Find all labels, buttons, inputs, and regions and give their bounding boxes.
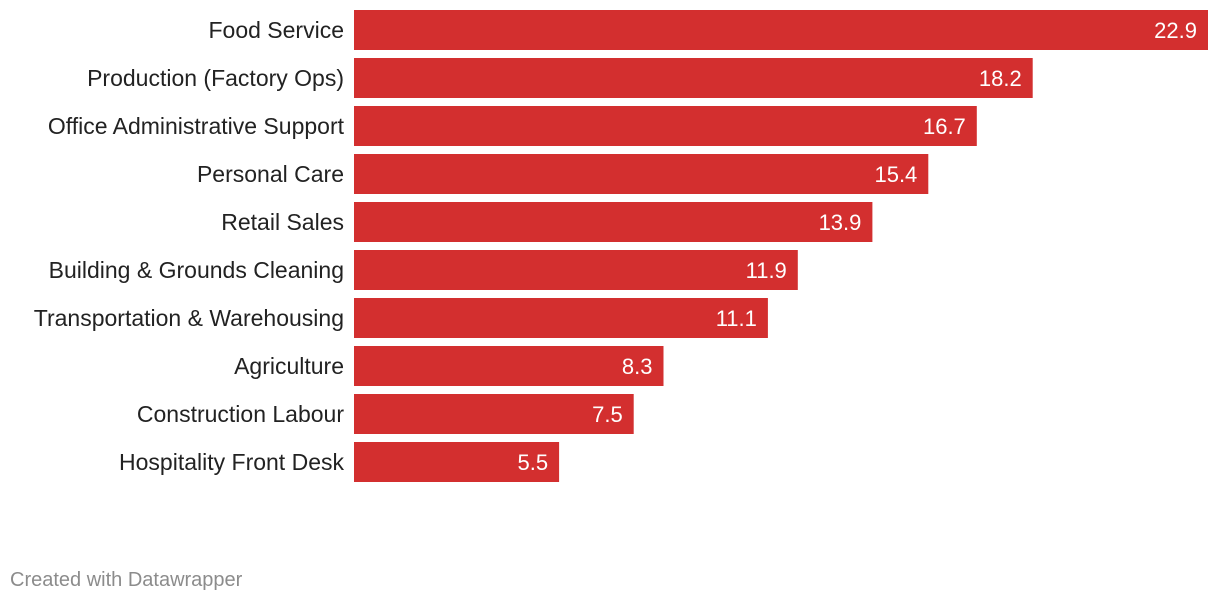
bar-7 xyxy=(354,346,664,386)
datawrapper-credit: Created with Datawrapper xyxy=(10,569,243,591)
bar-5 xyxy=(354,250,798,290)
bar-8 xyxy=(354,394,634,434)
category-label-2: Office Administrative Support xyxy=(48,113,345,139)
category-label-3: Personal Care xyxy=(197,161,344,187)
bar-4 xyxy=(354,202,873,242)
category-label-6: Transportation & Warehousing xyxy=(34,305,344,331)
bar-2 xyxy=(354,106,977,146)
value-label-6: 11.1 xyxy=(716,306,757,331)
bar-0 xyxy=(354,10,1208,50)
category-label-1: Production (Factory Ops) xyxy=(87,65,344,91)
bar-6 xyxy=(354,298,768,338)
value-label-9: 5.5 xyxy=(518,450,549,475)
value-label-4: 13.9 xyxy=(819,210,862,235)
value-label-8: 7.5 xyxy=(592,402,623,427)
value-label-2: 16.7 xyxy=(923,114,966,139)
value-label-3: 15.4 xyxy=(874,162,917,187)
bar-chart: Food Service Production (Factory Ops) Offi… xyxy=(34,10,1208,482)
category-label-4: Retail Sales xyxy=(221,209,344,235)
value-label-1: 18.2 xyxy=(979,66,1022,91)
value-label-0: 22.9 xyxy=(1154,18,1197,43)
value-labels: 22.9 18.2 16.715.4 13.9 11.9 11.1 8.3 7.5 5.5 xyxy=(518,18,1197,475)
bar-1 xyxy=(354,58,1033,98)
bar-3 xyxy=(354,154,929,194)
category-label-0: Food Service xyxy=(208,17,344,43)
value-label-7: 8.3 xyxy=(622,354,653,379)
value-label-5: 11.9 xyxy=(746,258,787,283)
category-labels: Food Service Production (Factory Ops) Offi… xyxy=(34,17,345,475)
bar-9 xyxy=(354,442,560,482)
bars xyxy=(354,10,1208,482)
category-label-9: Hospitality Front Desk xyxy=(119,449,344,475)
category-label-7: Agriculture xyxy=(234,353,344,379)
category-label-5: Building & Grounds Cleaning xyxy=(49,257,344,283)
category-label-8: Construction Labour xyxy=(137,401,344,427)
